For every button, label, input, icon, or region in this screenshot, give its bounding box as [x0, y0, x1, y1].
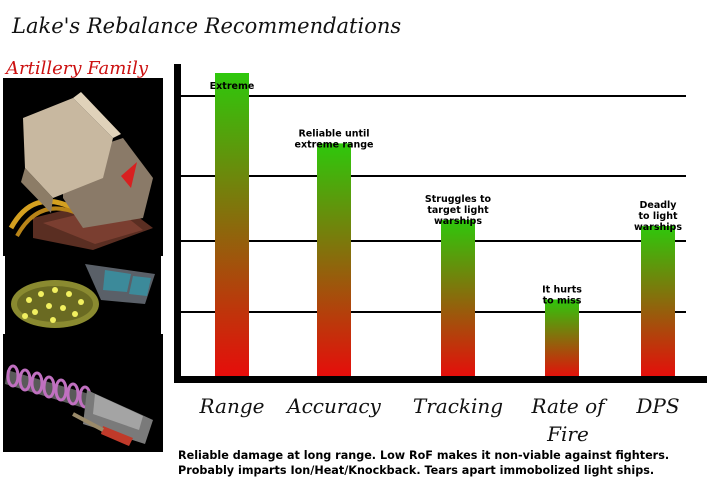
page-title: Lake's Rebalance Recommendations [12, 14, 402, 38]
bar-dps [641, 226, 675, 379]
bars [215, 73, 675, 379]
bar-range [215, 73, 249, 379]
y-axis-line [174, 64, 181, 382]
category-label-rate-of-fire: Rate of Fire [530, 394, 608, 446]
annotation-tracking: Struggles to target light warships [425, 194, 492, 227]
category-label-range: Range [199, 394, 265, 418]
bar-accuracy [317, 143, 351, 379]
bar-rate-of-fire [545, 299, 579, 379]
category-label-tracking: Tracking [413, 394, 503, 418]
annotation-range: Extreme [210, 81, 255, 92]
chart-subtitle: Artillery Family [6, 58, 149, 79]
footer-line-2: Probably imparts Ion/Heat/Knockback. Tea… [178, 464, 655, 477]
annotation-dps: Deadly to light warships [634, 200, 682, 233]
annotation-accuracy: Reliable until extreme range [295, 128, 374, 150]
annotation-rate-of-fire: It hurts to miss [542, 284, 582, 306]
coiled-barrel-weapon-icon [3, 334, 163, 452]
category-label-dps: DPS [635, 394, 679, 418]
bar-annotations: Extreme Reliable until extreme range Strugg… [210, 81, 683, 306]
bar-tracking [441, 219, 475, 379]
category-label-accuracy: Accuracy [285, 394, 381, 418]
x-axis-line [174, 376, 707, 383]
bar-chart: Extreme Reliable until extreme range Strugg… [174, 64, 707, 446]
category-labels: Range Accuracy Tracking Rate of Fire DPS [199, 394, 680, 446]
artillery-turret-icon [3, 78, 163, 256]
green-cluster-weapon-icon [5, 256, 161, 334]
footer-line-1: Reliable damage at long range. Low RoF m… [178, 449, 670, 462]
footer-notes: Reliable damage at long range. Low RoF m… [178, 448, 669, 478]
grid-lines [181, 95, 686, 313]
